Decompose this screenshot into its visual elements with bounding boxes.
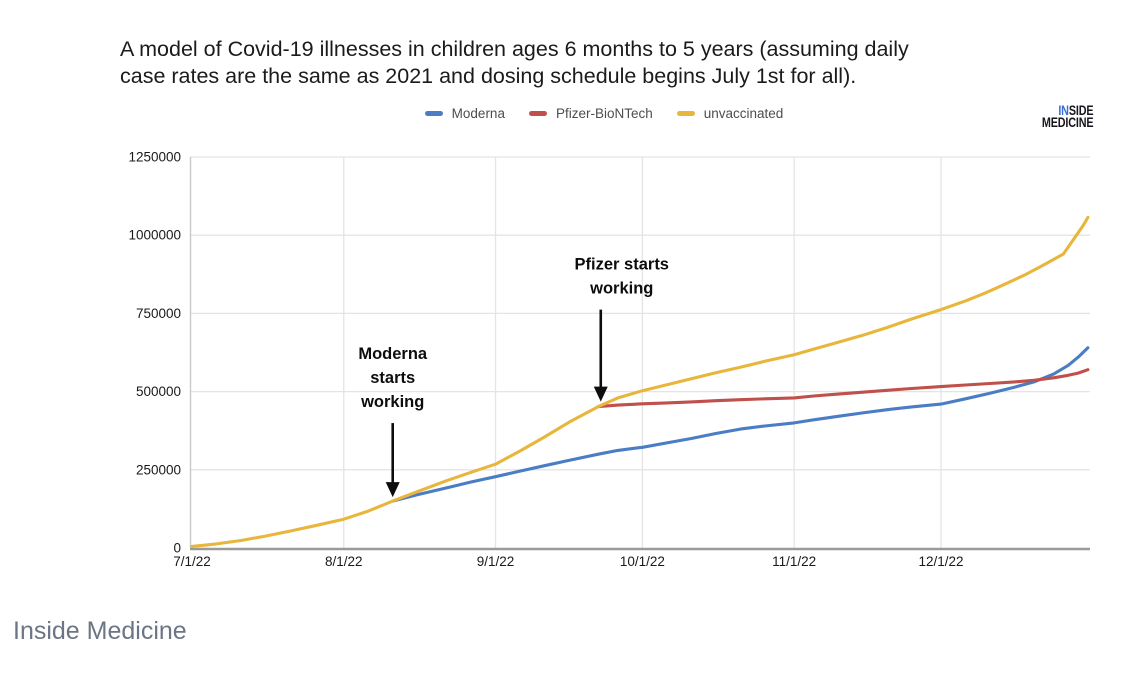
annotation-arrow-head: [385, 482, 400, 498]
legend-label: Moderna: [451, 106, 505, 121]
x-tick-label: 12/1/22: [918, 554, 963, 569]
x-tick-label: 9/1/22: [477, 554, 515, 569]
logo-line-2: MEDICINE: [1041, 115, 1093, 130]
chart-legend: Moderna Pfizer-BioNTech unvaccinated: [34, 106, 1144, 121]
y-tick-label: 500000: [136, 384, 181, 399]
y-tick-label: 0: [173, 541, 181, 556]
x-tick-label: 8/1/22: [325, 554, 363, 569]
annotation-text: working: [360, 393, 424, 411]
y-tick-label: 1000000: [128, 228, 181, 243]
x-tick-label: 11/1/22: [772, 554, 816, 569]
credit-caption: Inside Medicine: [13, 617, 187, 645]
chart-title-line-1: A model of Covid-19 illnesses in childre…: [120, 37, 909, 61]
y-tick-label: 250000: [136, 462, 181, 477]
y-tick-label: 750000: [136, 306, 181, 321]
x-tick-label: 10/1/22: [620, 554, 665, 569]
legend-swatch-icon: [528, 111, 547, 116]
logo-text-in: IN: [1057, 103, 1069, 118]
annotation-text: Pfizer starts: [575, 256, 669, 274]
chart-title-line-2: case rates are the same as 2021 and dosi…: [120, 63, 857, 88]
annotation-text: Moderna: [358, 345, 428, 363]
annotation-text: starts: [370, 369, 415, 387]
inside-medicine-logo: INSIDE MEDICINE: [1041, 103, 1093, 130]
legend-item-pfizer-biontech: Pfizer-BioNTech: [528, 106, 653, 121]
legend-label: Pfizer-BioNTech: [555, 106, 653, 121]
series-line-pfizer-biontech: [596, 368, 1090, 409]
legend-item-moderna: Moderna: [424, 106, 505, 121]
legend-label: unvaccinated: [703, 106, 784, 121]
annotation-arrow-head: [593, 386, 608, 402]
legend-item-unvaccinated: unvaccinated: [676, 106, 784, 121]
chart-title: A model of Covid-19 illnesses in childre…: [120, 36, 1080, 89]
y-tick-label: 1250000: [128, 150, 181, 165]
series-line-moderna: [391, 346, 1090, 503]
logo-line-1: INSIDE: [1041, 103, 1093, 118]
legend-swatch-icon: [676, 111, 695, 116]
logo-text-side: SIDE: [1068, 103, 1093, 118]
legend-swatch-icon: [424, 111, 443, 116]
x-tick-label: 7/1/22: [173, 554, 211, 569]
series-line-unvaccinated: [190, 215, 1090, 548]
annotation-text: working: [589, 280, 653, 298]
